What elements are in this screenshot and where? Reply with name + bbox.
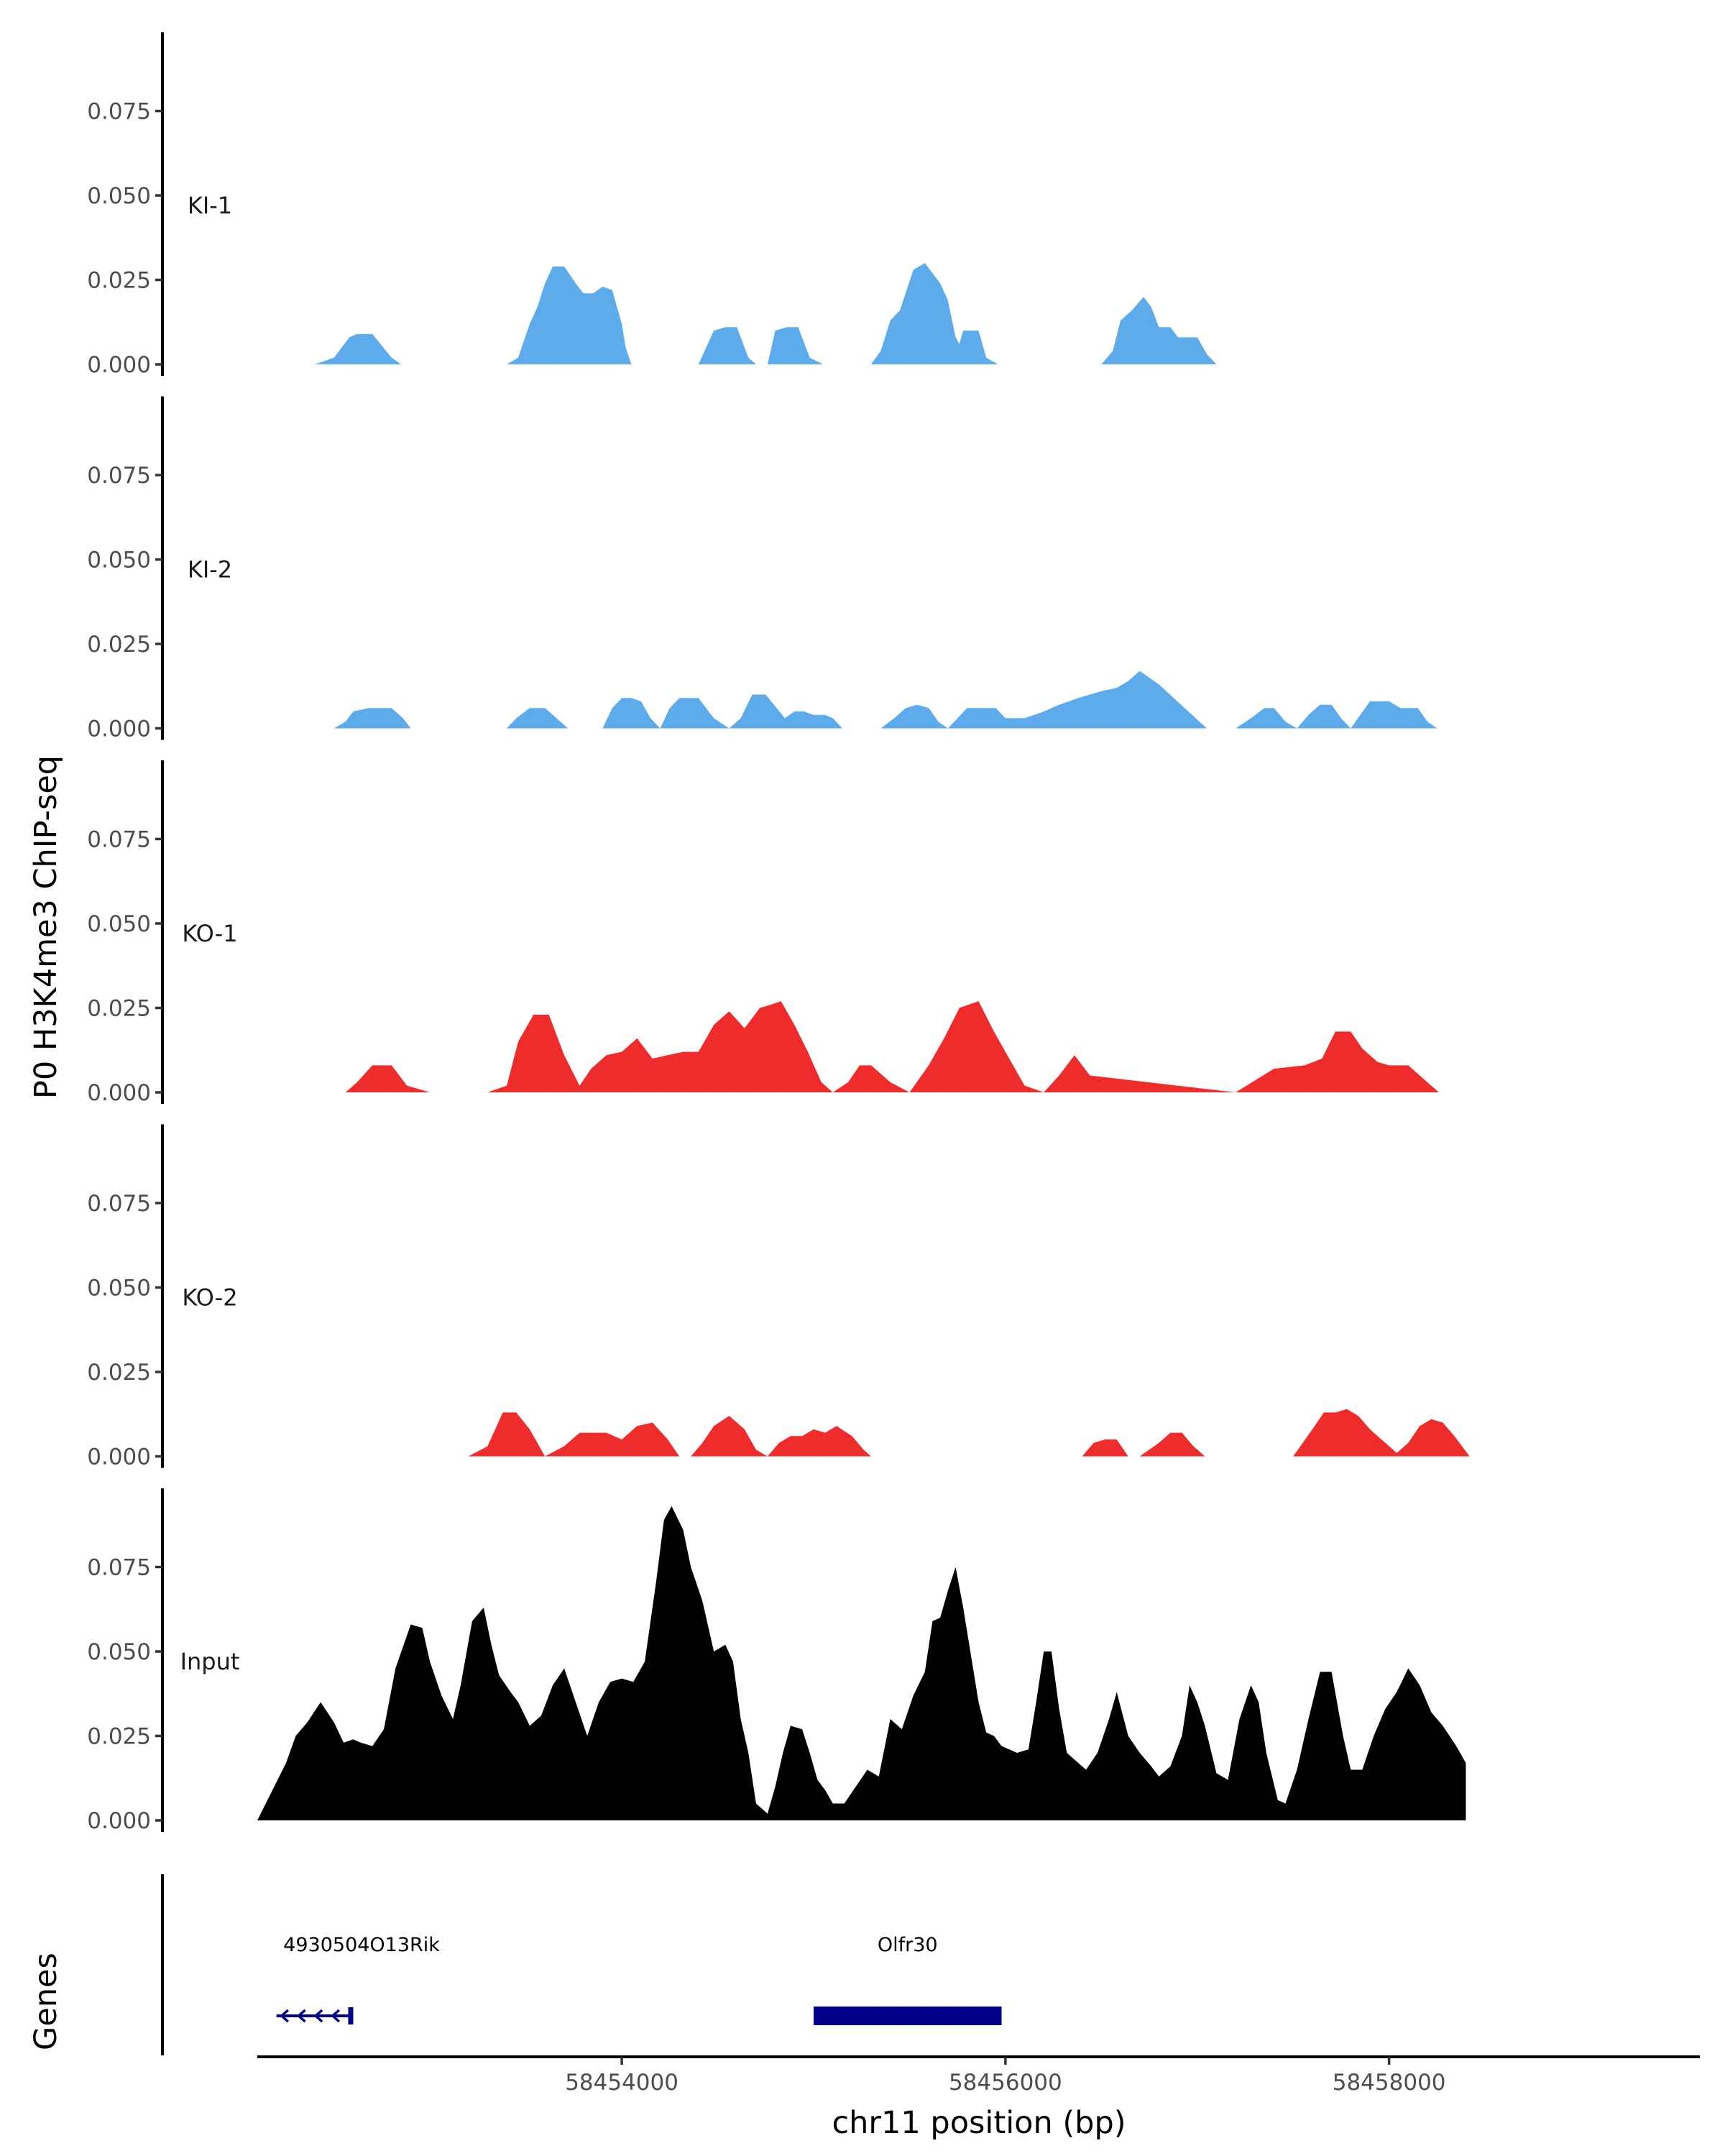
- gene-exon: [813, 2007, 1002, 2025]
- strand-arrow: [313, 2009, 323, 2023]
- track-ko-1: 0.000 0.025 0.050 0.075 KO-1: [87, 760, 1486, 1106]
- signal-tracks: 0.0000.0250.0500.075KI-10.0000.0250.0500…: [87, 32, 1486, 1834]
- y-tick-label: 0.000: [87, 1808, 151, 1834]
- genes-axis-title: Genes: [28, 1953, 64, 2050]
- track-signal-area: [257, 1409, 1470, 1457]
- track-signal-area: [257, 1001, 1486, 1092]
- y-tick-label: 0.075: [87, 463, 151, 489]
- y-tick-label: 0.050: [87, 548, 151, 573]
- track-label: KO-2: [182, 1284, 237, 1312]
- track-input: 0.000 0.025 0.050 0.075 Input: [87, 1488, 1466, 1834]
- y-tick-label: 0.000: [87, 352, 151, 378]
- y-tick-label: 0.025: [87, 1724, 151, 1750]
- strand-arrow: [280, 2009, 289, 2023]
- track-ko-2: 0.000 0.025 0.050 0.075 KO-2: [87, 1124, 1470, 1470]
- track-ki-2: 0.000 0.025 0.050 0.075 KI-2: [87, 396, 1457, 742]
- y-tick-label: 0.050: [87, 1276, 151, 1302]
- x-axis-title: chr11 position (bp): [832, 2105, 1126, 2141]
- track-signal-area: [257, 263, 1236, 364]
- y-tick-label: 0.075: [87, 99, 151, 125]
- x-axis: 58454000 58456000 58458000: [257, 2055, 1700, 2096]
- y-tick-label: 0.025: [87, 996, 151, 1022]
- strand-arrow: [331, 2009, 341, 2023]
- y-tick-label: 0.025: [87, 1360, 151, 1386]
- track-ki-1: 0.000 0.025 0.050 0.075 KI-1: [87, 32, 1236, 378]
- gene-label: 4930504O13Rik: [283, 1934, 440, 1956]
- y-tick-label: 0.075: [87, 827, 151, 853]
- track-signal-area: [257, 671, 1457, 729]
- y-tick-label: 0.000: [87, 1080, 151, 1106]
- track-label: KI-1: [188, 192, 232, 219]
- track-label: KO-1: [182, 920, 237, 947]
- y-tick-label: 0.075: [87, 1555, 151, 1581]
- y-tick-label: 0.050: [87, 183, 151, 209]
- gene-exon: [348, 2007, 354, 2024]
- x-tick-label: 58458000: [1333, 2070, 1446, 2096]
- y-tick-label: 0.025: [87, 268, 151, 294]
- gene-olfr30: Olfr30: [813, 1934, 1002, 2025]
- gene-4930504o13rik: 4930504O13Rik: [276, 1934, 440, 2024]
- y-axis-title: P0 H3K4me3 ChIP-seq: [28, 755, 64, 1099]
- track-label: Input: [180, 1648, 240, 1675]
- gene-label: Olfr30: [878, 1934, 938, 1956]
- y-tick-label: 0.050: [87, 1639, 151, 1665]
- track-label: KI-2: [188, 556, 232, 584]
- track-signal-area: [257, 1506, 1466, 1820]
- y-tick-label: 0.075: [87, 1191, 151, 1217]
- y-tick-label: 0.050: [87, 911, 151, 937]
- y-tick-label: 0.025: [87, 632, 151, 658]
- x-tick-label: 58454000: [565, 2070, 678, 2096]
- x-tick-label: 58456000: [949, 2070, 1062, 2096]
- y-tick-label: 0.000: [87, 1445, 151, 1470]
- genes-track: 4930504O13Rik Olfr30: [161, 1874, 1002, 2055]
- strand-arrow: [296, 2009, 306, 2023]
- y-tick-label: 0.000: [87, 717, 151, 742]
